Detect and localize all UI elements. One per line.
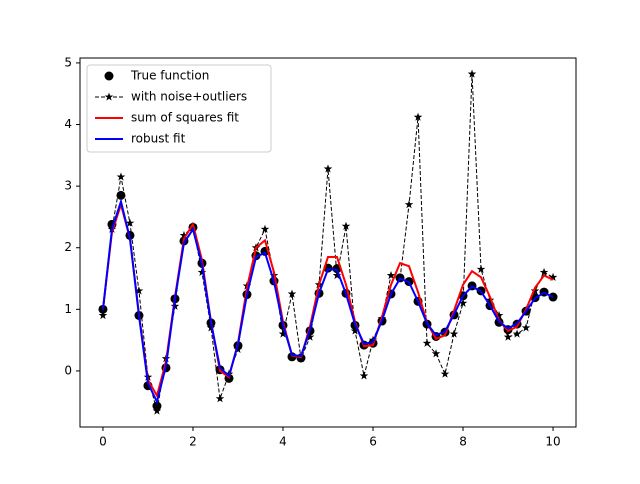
y-tick-label: 4 xyxy=(64,117,72,131)
point xyxy=(539,267,549,277)
point xyxy=(476,264,486,273)
point xyxy=(521,323,531,332)
point xyxy=(215,394,225,403)
axes-frame xyxy=(79,57,577,428)
point xyxy=(404,200,414,209)
point xyxy=(350,326,360,335)
point xyxy=(332,270,342,280)
point xyxy=(233,344,243,354)
x-tick-label: 0 xyxy=(99,435,107,449)
point xyxy=(494,311,504,320)
point xyxy=(530,286,540,295)
point xyxy=(305,332,315,341)
point xyxy=(152,406,162,415)
point xyxy=(467,69,477,78)
y-tick-label: 2 xyxy=(64,240,72,254)
point xyxy=(323,164,333,173)
point xyxy=(449,329,459,338)
x-tick-label: 2 xyxy=(189,435,197,449)
point xyxy=(512,329,522,338)
point xyxy=(116,172,126,181)
y-tick-label: 0 xyxy=(64,363,72,377)
legend-marker xyxy=(104,92,114,101)
point xyxy=(179,230,189,240)
point xyxy=(359,371,369,380)
x-tick-label: 6 xyxy=(369,435,377,449)
x-tick-label: 10 xyxy=(545,435,560,449)
legend-label: robust fit xyxy=(131,132,186,146)
plot-area xyxy=(98,69,558,415)
point xyxy=(116,190,126,200)
series-line xyxy=(101,197,554,405)
legend-marker xyxy=(104,71,114,81)
point xyxy=(413,112,423,121)
point xyxy=(278,329,288,338)
point xyxy=(422,338,432,347)
x-tick-label: 8 xyxy=(459,435,467,449)
legend-label: with noise+outliers xyxy=(131,90,247,104)
point xyxy=(548,272,558,281)
point xyxy=(98,311,108,320)
point xyxy=(125,218,135,227)
legend-frame xyxy=(86,64,272,153)
point xyxy=(134,286,144,295)
point xyxy=(503,332,513,341)
y-tick-label: 1 xyxy=(64,302,72,316)
point xyxy=(341,221,351,230)
point xyxy=(197,267,207,277)
point xyxy=(431,349,441,358)
legend-label: sum of squares fit xyxy=(131,111,239,125)
point xyxy=(260,224,270,233)
y-tick-label: 5 xyxy=(64,55,72,69)
point xyxy=(287,289,297,298)
legend-label: True function xyxy=(130,69,209,83)
point xyxy=(386,270,396,280)
y-tick-label: 3 xyxy=(64,179,72,193)
x-tick-label: 4 xyxy=(279,435,287,449)
point xyxy=(458,298,468,307)
point xyxy=(440,369,450,378)
